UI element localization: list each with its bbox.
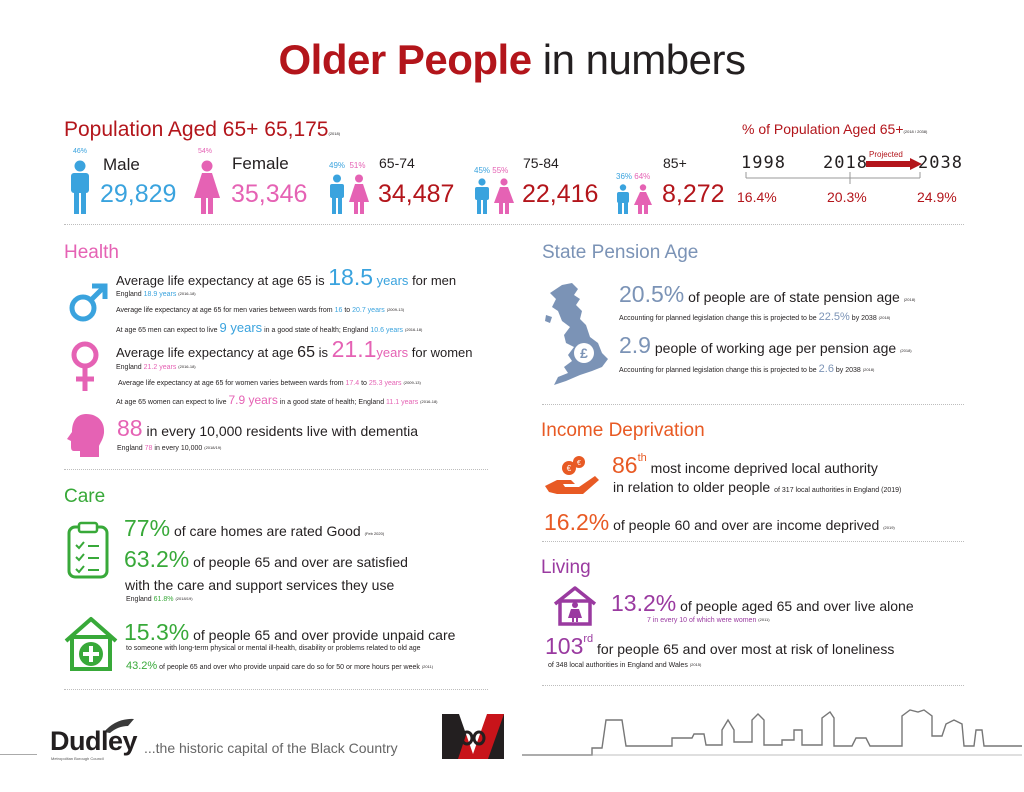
house-person-icon <box>553 586 597 626</box>
care-heading: Care <box>64 486 106 507</box>
male-person-icon <box>71 160 89 214</box>
page-title: Older People in numbers <box>0 36 1024 84</box>
head-icon <box>67 414 105 457</box>
men-healthy-years: At age 65 men can expect to live 9 years… <box>116 320 423 335</box>
health-heading: Health <box>64 242 119 263</box>
care-satisfied-stat: 63.2% of people 65 and over are satisfie… <box>124 546 408 572</box>
footer-tagline: ...the historic capital of the Black Cou… <box>144 740 398 756</box>
age-65-74-label: 65-74 <box>379 155 415 171</box>
age-65-74-pcts: 49% 51% <box>329 161 366 170</box>
live-alone-stat: 13.2% of people aged 65 and over live al… <box>611 590 914 616</box>
value-1998: 16.4% <box>737 189 777 205</box>
svg-text:£: £ <box>580 345 588 361</box>
pct-population-heading: % of Population Aged 65+(2018 / 2038) <box>742 121 928 137</box>
title-light: in numbers <box>542 36 746 83</box>
dementia-stat: 88 in every 10,000 residents live with d… <box>117 415 419 441</box>
male-value: 29,829 <box>100 180 177 208</box>
divider <box>542 404 964 405</box>
unpaid-care-line3: 43.2% of people 65 and over who provide … <box>126 660 434 672</box>
clipboard-icon <box>67 521 109 579</box>
men-wards: Average life expectancy at age 65 for me… <box>116 307 405 314</box>
male-female-icon <box>617 184 652 214</box>
age-75-84-label: 75-84 <box>523 155 559 171</box>
skyline-silhouette-icon <box>522 709 1022 756</box>
divider <box>542 685 964 686</box>
working-age-projection: Accounting for planned legislation chang… <box>619 363 875 375</box>
hand-coins-icon: €€ <box>545 456 599 494</box>
women-wards: Average life expectancy at age 65 for wo… <box>118 380 421 387</box>
age-85-value: 8,272 <box>662 180 725 208</box>
female-label: Female <box>232 154 289 173</box>
care-satisfied-line2: with the care and support services they … <box>125 577 395 593</box>
year-2038: 2038 <box>918 153 963 173</box>
live-alone-women: 7 in every 10 of which were women (2011) <box>647 617 770 624</box>
title-bold: Older People <box>278 36 532 83</box>
dudley-logo-mark-icon <box>104 718 134 733</box>
male-symbol-icon <box>69 283 108 322</box>
footer-rule-left <box>0 754 37 755</box>
timeline-arrow-icon <box>745 158 922 184</box>
women-life-expectancy: Average life expectancy at age 65 is 21.… <box>116 336 473 362</box>
divider <box>542 541 964 542</box>
svg-text:€: € <box>567 464 572 473</box>
loneliness-stat: 103rd for people 65 and over most at ris… <box>545 633 895 659</box>
female-person-icon <box>194 160 220 214</box>
year-1998: 1998 <box>741 153 786 173</box>
dementia-england: England 78 in every 10,000 (2018/19) <box>117 445 222 452</box>
income-heading: Income Deprivation <box>541 420 705 441</box>
dudley-logo-sub: Metropolitan Borough Council <box>51 756 104 761</box>
women-healthy-years: At age 65 women can expect to live 7.9 y… <box>116 393 438 407</box>
pension-heading: State Pension Age <box>542 242 699 263</box>
living-heading: Living <box>541 557 591 578</box>
uk-map-icon: £ <box>545 283 608 385</box>
age-75-84-value: 22,416 <box>522 180 599 208</box>
divider <box>64 689 488 690</box>
year-2018: 2018 <box>823 153 868 173</box>
men-england: England 18.9 years (2016-18) <box>116 291 196 298</box>
female-pct: 54% <box>198 148 213 155</box>
income-rank-line2: in relation to older people of 317 local… <box>613 479 902 495</box>
income-rank-stat: 86th most income deprived local authorit… <box>612 452 878 478</box>
age-85-pcts: 36% 64% <box>616 172 651 181</box>
house-cross-icon <box>64 617 118 671</box>
male-label: Male <box>103 155 140 174</box>
value-2038: 24.9% <box>917 189 957 205</box>
male-female-icon <box>330 174 369 214</box>
black-country-flag-icon <box>442 714 504 759</box>
male-female-icon <box>475 178 514 214</box>
dudley-logo: Dudley <box>50 726 138 756</box>
care-satisfied-england: England 61.8% (2018/19) <box>126 596 193 603</box>
population-heading: Population Aged 65+ 65,175(2018) <box>64 118 341 141</box>
pension-age-projection: Accounting for planned legislation chang… <box>619 311 891 323</box>
age-85-label: 85+ <box>663 155 687 171</box>
working-age-stat: 2.9 people of working age per pension ag… <box>619 332 912 358</box>
female-symbol-icon <box>71 341 99 391</box>
divider <box>64 224 964 225</box>
divider <box>64 469 488 470</box>
pension-age-stat: 20.5% of people are of state pension age… <box>619 281 916 307</box>
female-value: 35,346 <box>231 180 308 208</box>
income-deprived-stat: 16.2% of people 60 and over are income d… <box>544 509 895 535</box>
men-life-expectancy: Average life expectancy at age 65 is 18.… <box>116 264 457 290</box>
svg-text:€: € <box>577 460 581 467</box>
age-65-74-value: 34,487 <box>378 180 455 208</box>
unpaid-care-stat: 15.3% of people 65 and over provide unpa… <box>124 619 456 645</box>
projected-label: Projected <box>869 150 903 159</box>
care-homes-stat: 77% of care homes are rated Good (Feb 20… <box>124 515 385 541</box>
unpaid-care-line2: to someone with long-term physical or me… <box>126 645 421 652</box>
loneliness-sub: of 348 local authorities in England and … <box>548 662 702 669</box>
age-75-84-pcts: 45% 55% <box>474 166 509 175</box>
value-2018: 20.3% <box>827 189 867 205</box>
women-england: England 21.2 years (2016-18) <box>116 364 196 371</box>
male-pct: 46% <box>73 148 88 155</box>
